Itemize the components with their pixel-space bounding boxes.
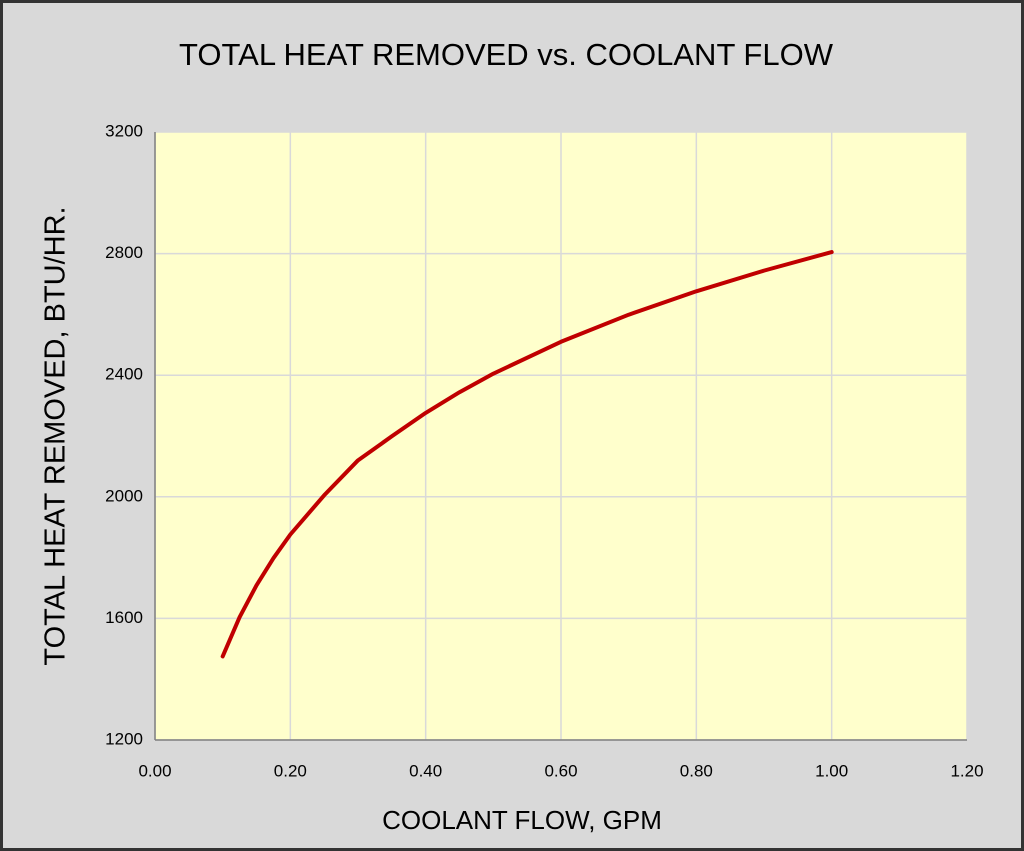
x-tick-label: 1.20 (950, 761, 983, 780)
x-tick-label: 0.40 (409, 761, 442, 780)
chart-title: TOTAL HEAT REMOVED vs. COOLANT FLOW (179, 37, 834, 72)
x-tick-label: 0.20 (274, 761, 307, 780)
y-tick-label: 2800 (105, 243, 143, 262)
data-line (220, 250, 834, 659)
x-axis-label: COOLANT FLOW, GPM (382, 805, 662, 835)
y-tick-label: 3200 (105, 121, 143, 140)
x-tick-label: 0.60 (544, 761, 577, 780)
y-tick-label: 2000 (105, 486, 143, 505)
x-tick-label: 0.00 (138, 761, 171, 780)
y-tick-label: 1200 (105, 729, 143, 748)
x-tick-label: 1.00 (815, 761, 848, 780)
y-axis-label: TOTAL HEAT REMOVED, BTU/HR. (40, 206, 72, 665)
x-tick-label: 0.80 (680, 761, 713, 780)
y-tick-label: 2400 (105, 365, 143, 384)
y-tick-label: 1600 (105, 608, 143, 627)
